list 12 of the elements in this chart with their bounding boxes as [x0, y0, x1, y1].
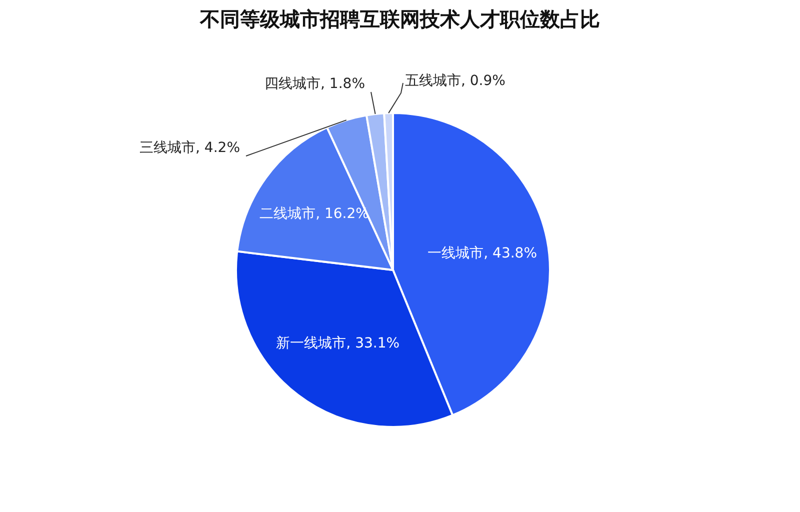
slice-label: 三线城市: [140, 140, 196, 156]
data-label: , 1.8%: [320, 76, 365, 92]
slice-label: 四线城市: [264, 76, 321, 92]
slice-label: 二线城市: [260, 206, 316, 222]
slice-label: 五线城市: [405, 73, 461, 89]
data-label: , 43.8%: [484, 245, 538, 262]
slice-label: 一线城市: [428, 245, 484, 262]
chart-title: 不同等级城市招聘互联网技术人才职位数占比: [199, 7, 600, 31]
slice-label: 新一线城市: [276, 335, 346, 352]
data-label: , 33.1%: [346, 335, 400, 352]
data-label: , 4.2%: [196, 140, 240, 156]
data-label: , 0.9%: [461, 73, 506, 89]
